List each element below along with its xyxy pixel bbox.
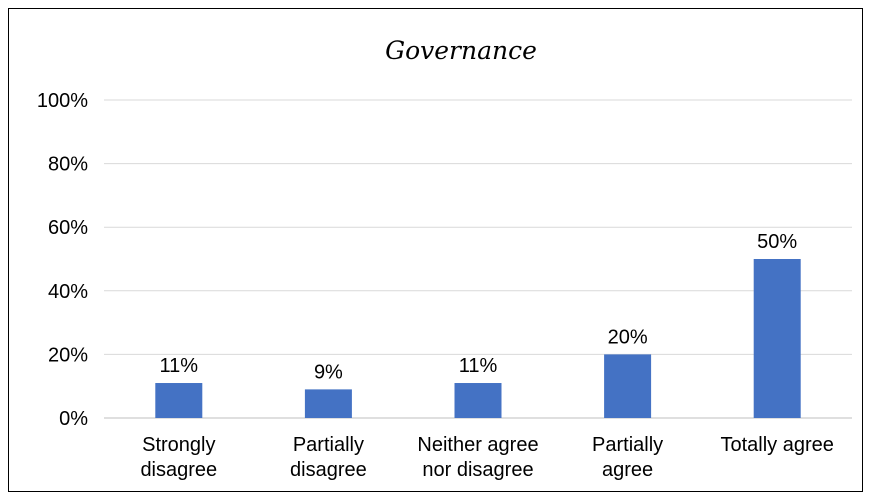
bar xyxy=(155,383,203,418)
chart-frame xyxy=(8,8,863,492)
data-label: 11% xyxy=(160,355,199,377)
data-label: 20% xyxy=(608,326,648,348)
chart-title: Governance xyxy=(385,36,537,65)
category-label: agree xyxy=(602,459,653,481)
bars xyxy=(155,259,801,418)
y-tick-label: 100% xyxy=(37,90,88,112)
bar xyxy=(753,259,801,418)
category-label: Neither agree xyxy=(417,434,538,456)
bar xyxy=(604,354,652,418)
bar xyxy=(304,389,352,418)
y-axis-ticks: 0% 20% 40% 60% 80% 100% xyxy=(37,90,88,430)
data-label: 11% xyxy=(459,355,498,377)
category-label: Partially xyxy=(293,434,364,456)
bar xyxy=(454,383,502,418)
y-tick-label: 0% xyxy=(59,408,88,430)
category-label: Partially xyxy=(592,434,663,456)
category-label: Strongly xyxy=(142,434,215,456)
y-tick-label: 20% xyxy=(48,344,88,366)
y-tick-label: 80% xyxy=(48,154,88,176)
y-tick-label: 40% xyxy=(48,281,88,303)
data-label: 50% xyxy=(757,231,797,253)
data-labels: 11% 9% 11% 20% 50% xyxy=(160,231,798,383)
category-label: Totally agree xyxy=(720,434,833,456)
category-label: disagree xyxy=(140,459,217,481)
gridlines xyxy=(104,99,852,419)
data-label: 9% xyxy=(314,361,343,383)
y-tick-label: 60% xyxy=(48,217,88,239)
x-axis-categories: Strongly disagree Partially disagree Neither… xyxy=(140,434,833,481)
category-label: nor disagree xyxy=(422,459,533,481)
category-label: disagree xyxy=(290,459,367,481)
